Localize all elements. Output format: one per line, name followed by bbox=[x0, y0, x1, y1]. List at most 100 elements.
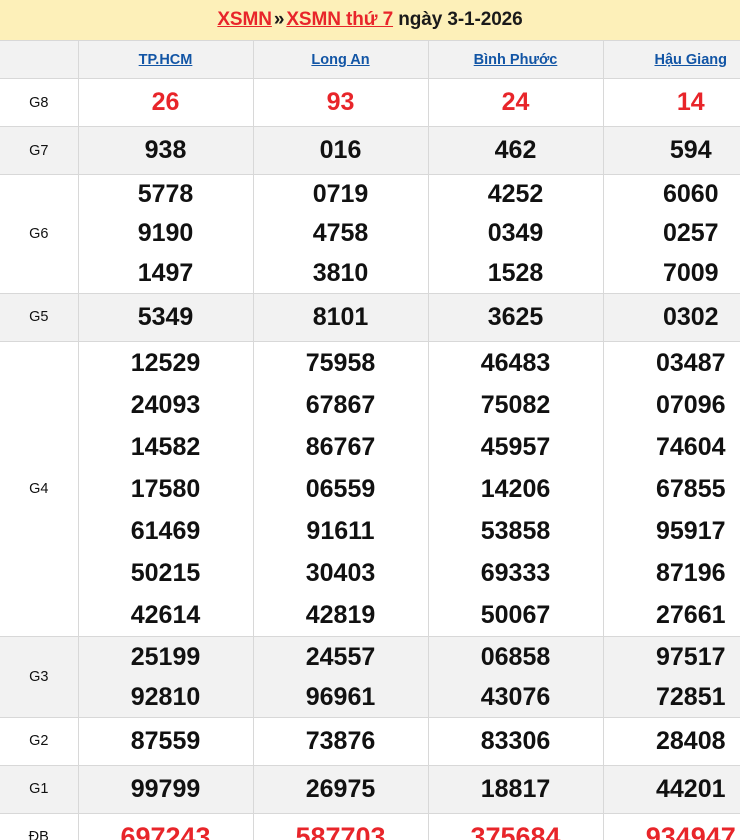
prize-number: 87196 bbox=[655, 558, 726, 587]
breadcrumb-separator: » bbox=[273, 9, 285, 30]
title-banner: XSMN» XSMN thứ 7 ngày 3-1-2026 bbox=[0, 0, 740, 40]
number-stack: 016 bbox=[254, 138, 428, 163]
prize-number: 45957 bbox=[480, 432, 551, 461]
column-header-tphcm[interactable]: TP.HCM bbox=[77, 40, 254, 79]
prize-number: 03487 bbox=[655, 348, 726, 377]
prize-cell: 0719 4758 3810 bbox=[252, 174, 429, 294]
prize-label-g4: G4 bbox=[0, 340, 79, 637]
prize-number: 99799 bbox=[130, 774, 201, 803]
number-stack: 25199 92810 bbox=[79, 637, 253, 717]
number-stack: 87559 bbox=[79, 726, 253, 755]
prize-cell: 46483 75082 45957 14206 53858 69333 50067 bbox=[427, 340, 604, 637]
prize-cell: 24557 96961 bbox=[252, 635, 429, 718]
prize-number: 27661 bbox=[655, 600, 726, 629]
number-stack: 83306 bbox=[429, 726, 603, 755]
prize-number: 74604 bbox=[655, 432, 726, 461]
prize-cell: 83306 bbox=[427, 716, 604, 766]
breadcrumb-link-day[interactable]: XSMN thứ 7 bbox=[286, 9, 394, 30]
prize-number: 87559 bbox=[130, 726, 201, 755]
prize-number: 24 bbox=[501, 88, 530, 116]
number-stack: 26975 bbox=[254, 776, 428, 802]
prize-number: 43076 bbox=[480, 682, 551, 711]
table-header: TP.HCM Long An Bình Phước Hậu Giang bbox=[0, 40, 740, 79]
prize-cell: 4252 0349 1528 bbox=[427, 174, 604, 294]
prize-cell: 462 bbox=[427, 126, 604, 175]
prize-number: 53858 bbox=[480, 516, 551, 545]
prize-number: 0302 bbox=[662, 302, 719, 331]
prize-cell: 26975 bbox=[252, 764, 429, 814]
prize-number: 42819 bbox=[305, 600, 376, 629]
page-title: XSMN» XSMN thứ 7 ngày 3-1-2026 bbox=[217, 9, 522, 31]
number-stack: 4252 0349 1528 bbox=[429, 175, 603, 293]
prize-number: 24557 bbox=[305, 642, 376, 671]
prize-number: 42614 bbox=[130, 600, 201, 629]
number-stack: 24 bbox=[429, 90, 603, 115]
prize-cell: 24 bbox=[427, 78, 604, 127]
prize-number: 93 bbox=[326, 88, 355, 116]
prize-number: 73876 bbox=[305, 726, 376, 755]
prize-number: 24093 bbox=[130, 390, 201, 419]
prize-row-g7: G7 938 016 462 594 bbox=[0, 126, 740, 175]
prize-number: 9190 bbox=[137, 219, 194, 248]
prize-cell: 25199 92810 bbox=[77, 635, 254, 718]
prize-cell: 28408 bbox=[602, 716, 740, 766]
title-date: ngày 3-1-2026 bbox=[398, 9, 523, 30]
province-link-long-an[interactable]: Long An bbox=[311, 51, 370, 68]
number-stack: 5778 9190 1497 bbox=[79, 175, 253, 293]
prize-number: 91611 bbox=[306, 516, 375, 545]
prize-cell: 12529 24093 14582 17580 61469 50215 42614 bbox=[77, 340, 254, 637]
prize-number: 07096 bbox=[655, 390, 726, 419]
prize-number: 75082 bbox=[480, 390, 551, 419]
number-stack: 697243 bbox=[79, 823, 253, 840]
prize-cell: 75958 67867 86767 06559 91611 30403 42819 bbox=[252, 340, 429, 637]
prize-number: 12529 bbox=[130, 348, 201, 377]
prize-cell: 93 bbox=[252, 78, 429, 127]
prize-number: 69333 bbox=[480, 558, 551, 587]
prize-cell: 8101 bbox=[252, 292, 429, 342]
prize-cell: 18817 bbox=[427, 764, 604, 814]
province-link-hau-giang[interactable]: Hậu Giang bbox=[654, 51, 727, 68]
column-header-hau-giang[interactable]: Hậu Giang bbox=[602, 40, 740, 79]
prize-number: 50067 bbox=[480, 600, 551, 629]
header-corner-cell bbox=[0, 40, 79, 79]
number-stack: 0302 bbox=[604, 302, 740, 331]
number-stack: 14 bbox=[604, 90, 740, 115]
number-stack: 06858 43076 bbox=[429, 637, 603, 717]
prize-number: 1497 bbox=[137, 258, 194, 287]
prize-label-g2: G2 bbox=[0, 716, 79, 766]
column-header-long-an[interactable]: Long An bbox=[252, 40, 429, 79]
prize-cell: 14 bbox=[602, 78, 740, 127]
number-stack: 99799 bbox=[79, 774, 253, 803]
prize-number: 934947 bbox=[645, 821, 736, 840]
prize-number: 61469 bbox=[130, 516, 201, 545]
number-stack: 6060 0257 7009 bbox=[604, 175, 740, 293]
prize-number: 96961 bbox=[305, 682, 376, 711]
prize-label-g8: G8 bbox=[0, 78, 79, 127]
number-stack: 75958 67867 86767 06559 91611 30403 42819 bbox=[254, 342, 428, 636]
number-stack: 26 bbox=[79, 90, 253, 115]
header-row: TP.HCM Long An Bình Phước Hậu Giang bbox=[0, 40, 740, 79]
number-stack: 97517 72851 bbox=[604, 637, 740, 717]
prize-row-g5: G5 5349 8101 3625 0302 bbox=[0, 292, 740, 342]
prize-number: 3625 bbox=[487, 302, 544, 331]
number-stack: 594 bbox=[604, 138, 740, 163]
prize-number: 75958 bbox=[305, 348, 376, 377]
prize-cell: 06858 43076 bbox=[427, 635, 604, 718]
breadcrumb-link-region[interactable]: XSMN bbox=[217, 9, 272, 30]
province-link-binh-phuoc[interactable]: Bình Phước bbox=[473, 51, 558, 68]
column-header-binh-phuoc[interactable]: Bình Phước bbox=[427, 40, 604, 79]
prize-row-g1: G1 99799 26975 18817 44201 bbox=[0, 764, 740, 814]
prize-number: 8101 bbox=[312, 302, 369, 331]
prize-number: 016 bbox=[319, 136, 362, 164]
number-stack: 03487 07096 74604 67855 95917 87196 27661 bbox=[604, 342, 740, 636]
prize-number: 83306 bbox=[480, 726, 551, 755]
prize-number: 25199 bbox=[130, 642, 201, 671]
prize-cell: 016 bbox=[252, 126, 429, 175]
number-stack: 93 bbox=[254, 90, 428, 115]
number-stack: 46483 75082 45957 14206 53858 69333 50067 bbox=[429, 342, 603, 636]
prize-number: 46483 bbox=[480, 348, 551, 377]
prize-number: 95917 bbox=[655, 516, 726, 545]
prize-cell: 0302 bbox=[602, 292, 740, 342]
province-link-tphcm[interactable]: TP.HCM bbox=[138, 51, 193, 68]
number-stack: 44201 bbox=[604, 776, 740, 802]
